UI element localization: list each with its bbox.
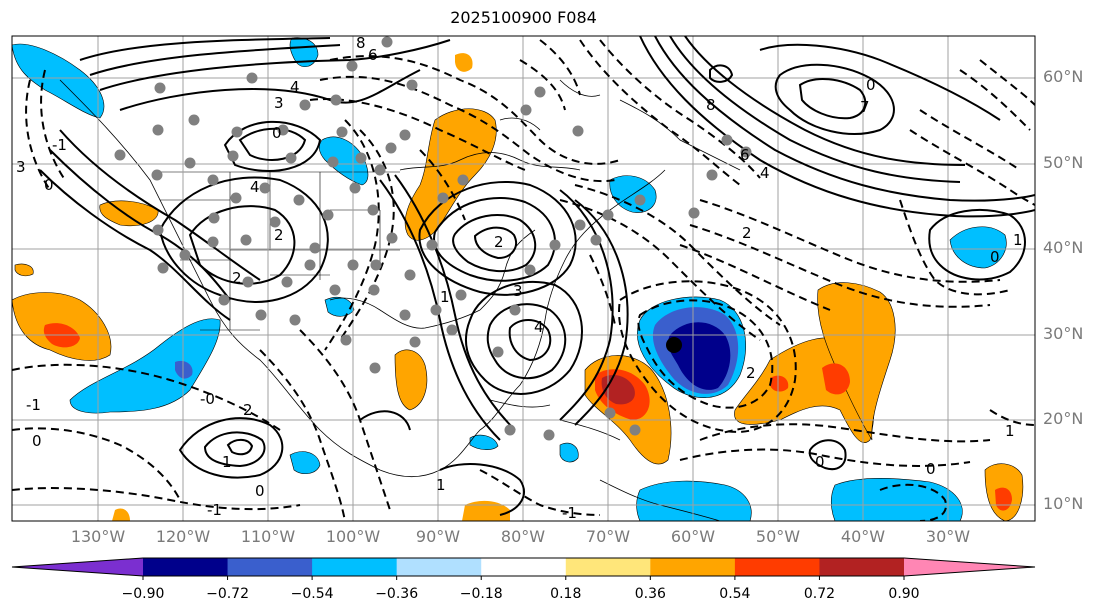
map-frame <box>11 35 1036 522</box>
contour-label: 4 <box>250 178 260 196</box>
contour-label: -0 <box>200 390 215 408</box>
contour-label: 0 <box>926 460 936 478</box>
colorbar-segment <box>396 558 482 576</box>
lon-label: 70°W <box>585 527 631 546</box>
lon-label: 110°W <box>240 527 296 546</box>
colorbar-tick-label: 0.36 <box>634 586 666 602</box>
contour-label: 3 <box>274 94 284 112</box>
dashed-contours <box>12 39 1035 521</box>
colorbar-segment <box>312 558 398 576</box>
colorbar-tick-label: −0.72 <box>206 586 249 602</box>
colorbar <box>11 557 1036 580</box>
lon-label: 100°W <box>325 527 381 546</box>
contour-label: 3 <box>513 282 523 300</box>
colorbar-extend-low <box>12 558 143 576</box>
contour-label: 1 <box>1013 231 1023 249</box>
colorbar-tick-label: 0.90 <box>888 586 920 602</box>
contour-label: 0 <box>990 248 1000 266</box>
contour-label: 4 <box>760 164 770 182</box>
contour-label: 3 <box>16 158 26 176</box>
colorbar-segment <box>650 558 736 576</box>
contour-label: 0 <box>255 482 265 500</box>
contour-label: 1 <box>436 476 446 494</box>
colorbar-tick-label: 0.72 <box>803 586 836 602</box>
colorbar-tick-label: 0.18 <box>550 586 582 602</box>
lat-label: 50°N <box>1043 153 1084 172</box>
lon-label: 50°W <box>755 527 801 546</box>
contour-label: 2 <box>742 224 752 242</box>
contour-label: 8 <box>356 34 366 52</box>
contour-label: 2 <box>746 364 756 382</box>
lat-label: 40°N <box>1043 238 1084 257</box>
lon-label: 120°W <box>155 527 211 546</box>
contour-label: 6 <box>368 46 378 64</box>
contour-label: 4 <box>290 78 300 96</box>
contour-label: 2 <box>494 233 504 251</box>
colorbar-segment <box>565 558 651 576</box>
contour-label: 0 <box>866 76 876 94</box>
lat-label: 20°N <box>1043 409 1084 428</box>
colorbar-tick-label: 0.54 <box>719 586 751 602</box>
contour-label: 2 <box>274 226 284 244</box>
map-title: 2025100900 F084 <box>450 8 597 27</box>
lon-label: 80°W <box>500 527 546 546</box>
contour-label: 4 <box>534 318 544 336</box>
lon-label: 40°W <box>840 527 886 546</box>
lon-label: 30°W <box>925 527 971 546</box>
analysis-marker <box>666 337 682 353</box>
contour-label: -1 <box>207 501 222 519</box>
colorbar-tick-label: −0.36 <box>375 586 419 602</box>
station-markers <box>114 36 752 441</box>
lon-label: 130°W <box>70 527 126 546</box>
map-content: 8 6 4 3 0 3 4 2 2 -1 0 1 2 3 4 0 8 6 4 2… <box>12 34 1035 522</box>
lon-label: 60°W <box>670 527 716 546</box>
contour-label: -1 <box>562 504 577 522</box>
contour-labels: 8 6 4 3 0 3 4 2 2 -1 0 1 2 3 4 0 8 6 4 2… <box>16 34 1023 522</box>
lat-label: 30°N <box>1043 324 1084 343</box>
colorbar-segment <box>481 558 567 576</box>
colorbar-tick-label: −0.54 <box>290 586 334 602</box>
lat-label: 60°N <box>1043 67 1084 86</box>
solid-contours <box>39 36 1035 516</box>
colorbar-segment <box>734 558 820 576</box>
contour-label: 0 <box>272 124 282 142</box>
contour-label: 1 <box>1005 422 1015 440</box>
shaded-anomalies <box>12 37 1024 521</box>
colorbar-tick-label: −0.90 <box>121 586 165 602</box>
contour-label: 2 <box>243 401 253 419</box>
colorbar-segment <box>819 558 905 576</box>
contour-label: 0 <box>32 432 42 450</box>
contour-label: 6 <box>740 146 750 164</box>
colorbar-extend-high <box>904 558 1035 576</box>
contour-label: 2 <box>232 269 242 287</box>
contour-label: -1 <box>52 136 67 154</box>
contour-label: -1 <box>26 396 41 414</box>
colorbar-segment <box>227 558 313 576</box>
lon-label: 90°W <box>415 527 461 546</box>
contour-label: 0 <box>44 176 54 194</box>
contour-label: 1 <box>440 288 450 306</box>
contour-label: 7 <box>860 98 870 116</box>
colorbar-tick-label: −0.18 <box>459 586 503 602</box>
contour-label: 0 <box>815 453 825 471</box>
colorbar-segment <box>143 558 229 576</box>
contour-label: 8 <box>706 96 716 114</box>
contour-label: 1 <box>222 453 232 471</box>
lat-label: 10°N <box>1043 494 1084 513</box>
